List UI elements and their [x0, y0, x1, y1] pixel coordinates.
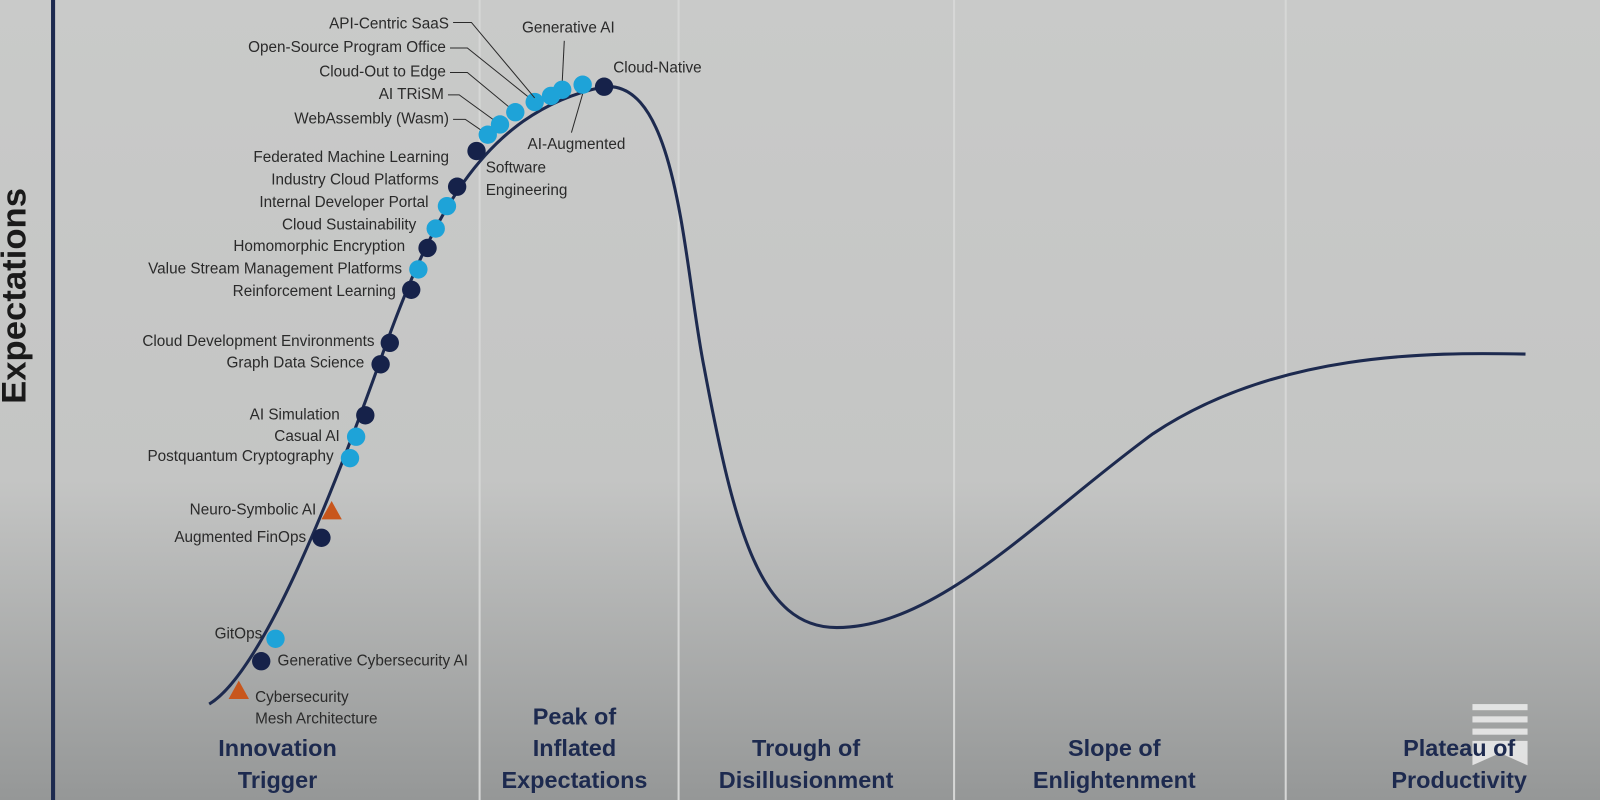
- technology-label: Neuro-Symbolic AI: [190, 501, 317, 518]
- technology-label: Internal Developer Portal: [259, 194, 428, 211]
- phases: Innovation Trigger Peak of Inflated Expectat…: [218, 704, 1527, 793]
- technology-label: Cloud-Native: [613, 59, 701, 76]
- technology-label: Generative Cybersecurity AI: [278, 652, 468, 669]
- technology-label: API-Centric SaaS: [329, 16, 449, 33]
- technology-label: Cybersecurity: [255, 689, 349, 706]
- triangle-marker: [228, 680, 249, 699]
- y-axis-label: Expectations: [0, 188, 33, 404]
- phase-label: Expectations: [501, 767, 647, 793]
- technology-label: Mesh Architecture: [255, 710, 377, 727]
- technology-label: Engineering: [486, 182, 568, 199]
- dark-marker: [380, 333, 399, 353]
- phase-label: Innovation: [218, 735, 337, 761]
- light-marker: [409, 260, 428, 279]
- dark-marker: [312, 528, 331, 547]
- technology-label: Graph Data Science: [227, 354, 365, 371]
- phase-label: Productivity: [1391, 767, 1527, 793]
- phase-label: Trough of: [752, 735, 860, 761]
- dark-marker: [447, 177, 467, 196]
- phase-label: Trigger: [238, 767, 317, 793]
- technology-label: AI-Augmented: [528, 136, 626, 153]
- technology-label: Postquantum Cryptography: [147, 448, 334, 465]
- light-marker: [525, 92, 544, 112]
- leader-line: [570, 93, 584, 133]
- technology-label: Open-Source Program Office: [248, 39, 446, 56]
- leader-line: [450, 47, 536, 103]
- technology-label: Federated Machine Learning: [253, 149, 449, 166]
- phase-label: Peak of: [533, 704, 617, 730]
- phase-label: Disillusionment: [719, 767, 894, 793]
- light-marker: [346, 427, 366, 446]
- phase-label: Plateau of: [1403, 735, 1515, 761]
- phase-dividers: [478, 0, 1287, 800]
- dark-marker: [402, 280, 421, 299]
- technology-label: AI Simulation: [250, 406, 340, 423]
- triangle-marker: [321, 501, 342, 520]
- technology-label: Value Stream Management Platforms: [148, 260, 402, 277]
- technology-label: AI TRiSM: [379, 86, 444, 103]
- dark-marker: [371, 355, 390, 374]
- light-marker: [490, 115, 510, 134]
- leader-line: [450, 71, 516, 113]
- light-marker: [340, 448, 360, 468]
- light-marker: [266, 629, 285, 648]
- technology-label: Software: [486, 159, 546, 176]
- leader-line: [453, 21, 536, 99]
- light-marker: [478, 125, 497, 144]
- dark-marker: [252, 652, 271, 671]
- light-marker: [553, 80, 572, 99]
- technology-label: Cloud Sustainability: [282, 217, 417, 234]
- technology-label: Cloud-Out to Edge: [319, 63, 446, 80]
- technology-label: Reinforcement Learning: [233, 283, 396, 300]
- technology-label: Casual AI: [274, 428, 339, 445]
- phase-label: Slope of: [1068, 735, 1161, 761]
- leader-line: [561, 40, 565, 82]
- light-marker: [437, 196, 457, 216]
- light-marker: [573, 75, 592, 94]
- dark-marker: [594, 77, 614, 96]
- technology-label: Industry Cloud Platforms: [271, 172, 439, 189]
- technology-label: Generative AI: [522, 20, 615, 37]
- dark-marker: [356, 406, 375, 425]
- technologies: Cybersecurity Mesh Architecture Generative…: [142, 16, 701, 728]
- dark-marker: [467, 141, 486, 161]
- phase-label: Enlightenment: [1033, 767, 1196, 793]
- technology-label: Cloud Development Environments: [142, 333, 374, 350]
- dark-marker: [418, 238, 437, 258]
- phase-label: Inflated: [533, 735, 616, 761]
- technology-label: GitOps: [215, 626, 263, 643]
- technology-label: WebAssembly (Wasm): [294, 110, 449, 127]
- leader-line: [447, 94, 501, 125]
- technology-label: Homomorphic Encryption: [233, 238, 405, 255]
- light-marker: [426, 219, 445, 238]
- technology-label: Augmented FinOps: [174, 529, 306, 546]
- light-marker: [506, 103, 525, 122]
